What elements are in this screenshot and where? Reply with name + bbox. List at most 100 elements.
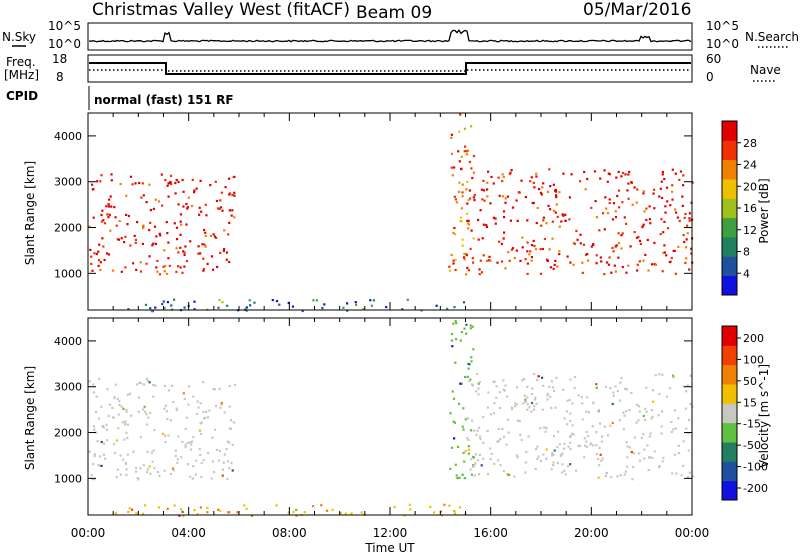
heatmap-cell — [511, 206, 515, 209]
heatmap-cell — [598, 464, 601, 467]
heatmap-cell — [520, 438, 523, 442]
heatmap-cell — [91, 183, 94, 186]
heatmap-cell — [466, 212, 469, 215]
colorbar-swatch — [722, 403, 737, 424]
heatmap-cell — [650, 263, 654, 266]
heatmap-cell — [106, 213, 109, 216]
heatmap-cell — [312, 505, 315, 508]
colorbar-swatch — [722, 345, 737, 366]
heatmap-cell — [535, 172, 538, 175]
heatmap-cell — [638, 459, 642, 462]
heatmap-cell — [625, 410, 628, 413]
heatmap-cell — [467, 439, 470, 442]
heatmap-cell — [142, 224, 145, 227]
heatmap-cell — [91, 269, 94, 272]
heatmap-cell — [533, 404, 536, 407]
heatmap-cell — [168, 181, 171, 185]
heatmap-cell — [101, 424, 105, 428]
heatmap-cell — [123, 241, 126, 244]
heatmap-cell — [574, 375, 577, 379]
heatmap-cell — [621, 201, 624, 204]
heatmap-cell — [112, 269, 115, 272]
heatmap-cell — [592, 402, 595, 405]
heatmap-cell — [642, 223, 645, 226]
heatmap-cell — [611, 218, 615, 221]
ytick-label: 2000 — [54, 222, 82, 235]
heatmap-cell — [184, 245, 187, 248]
heatmap-cell — [124, 420, 127, 423]
power-heatmap-cells — [88, 113, 694, 313]
time-axis: 00:00 04:00 08:00 12:00 16:00 20:00 00:00 — [71, 526, 710, 540]
heatmap-cell — [189, 240, 192, 243]
heatmap-cell — [210, 255, 214, 258]
heatmap-cell — [625, 222, 628, 225]
heatmap-cell — [113, 443, 116, 446]
heatmap-cell — [158, 232, 161, 235]
heatmap-cell — [486, 429, 489, 433]
heatmap-cell — [661, 460, 664, 463]
heatmap-cell — [502, 175, 505, 179]
heatmap-cell — [478, 381, 481, 384]
heatmap-cell — [120, 237, 123, 240]
heatmap-cell — [649, 432, 652, 435]
heatmap-cell — [196, 412, 199, 416]
heatmap-cell — [202, 257, 205, 260]
colorbar-tick-label: 16 — [743, 202, 757, 215]
heatmap-cell — [292, 510, 295, 514]
heatmap-cell — [439, 510, 443, 513]
heatmap-cell — [595, 254, 598, 257]
heatmap-cell — [677, 245, 680, 248]
heatmap-cell — [510, 248, 513, 251]
heatmap-cell — [663, 244, 666, 247]
heatmap-cell — [642, 433, 645, 436]
heatmap-cell — [354, 301, 357, 304]
heatmap-cell — [174, 449, 177, 452]
heatmap-cell — [346, 309, 349, 312]
heatmap-cell — [496, 440, 499, 443]
heatmap-cell — [462, 407, 465, 410]
heatmap-cell — [682, 385, 685, 388]
heatmap-cell — [636, 263, 639, 266]
heatmap-cell — [199, 506, 202, 509]
heatmap-cell — [464, 450, 467, 453]
heatmap-cell — [121, 421, 124, 424]
heatmap-cell — [443, 503, 446, 506]
heatmap-cell — [526, 219, 529, 222]
heatmap-cell — [681, 204, 684, 207]
heatmap-cell — [671, 184, 674, 187]
heatmap-cell — [100, 440, 103, 444]
heatmap-cell — [503, 435, 506, 438]
xtick-label: 00:00 — [675, 526, 710, 540]
heatmap-cell — [558, 250, 561, 253]
heatmap-cell — [198, 448, 201, 451]
heatmap-cell — [669, 387, 672, 390]
heatmap-cell — [608, 256, 611, 259]
heatmap-cell — [463, 477, 466, 480]
heatmap-cell — [631, 203, 634, 206]
heatmap-cell — [527, 435, 530, 438]
heatmap-cell — [213, 388, 216, 391]
heatmap-cell — [204, 245, 207, 248]
heatmap-cell — [127, 214, 130, 218]
heatmap-cell — [148, 229, 151, 232]
heatmap-cell — [118, 404, 121, 407]
heatmap-cell — [593, 170, 597, 173]
heatmap-cell — [152, 207, 155, 210]
heatmap-cell — [688, 217, 691, 220]
heatmap-cell — [97, 259, 101, 262]
heatmap-cell — [145, 201, 148, 204]
heatmap-cell — [92, 383, 95, 386]
heatmap-cell — [661, 170, 664, 174]
heatmap-cell — [635, 421, 638, 424]
heatmap-cell — [271, 299, 274, 302]
heatmap-cell — [622, 411, 625, 414]
heatmap-cell — [101, 209, 104, 212]
heatmap-cell — [408, 503, 411, 506]
heatmap-cell — [604, 196, 607, 199]
heatmap-cell — [457, 402, 461, 405]
heatmap-cell — [228, 441, 231, 444]
heatmap-cell — [543, 237, 546, 241]
heatmap-cell — [621, 265, 624, 269]
heatmap-cell — [599, 177, 602, 180]
heatmap-cell — [482, 189, 486, 192]
